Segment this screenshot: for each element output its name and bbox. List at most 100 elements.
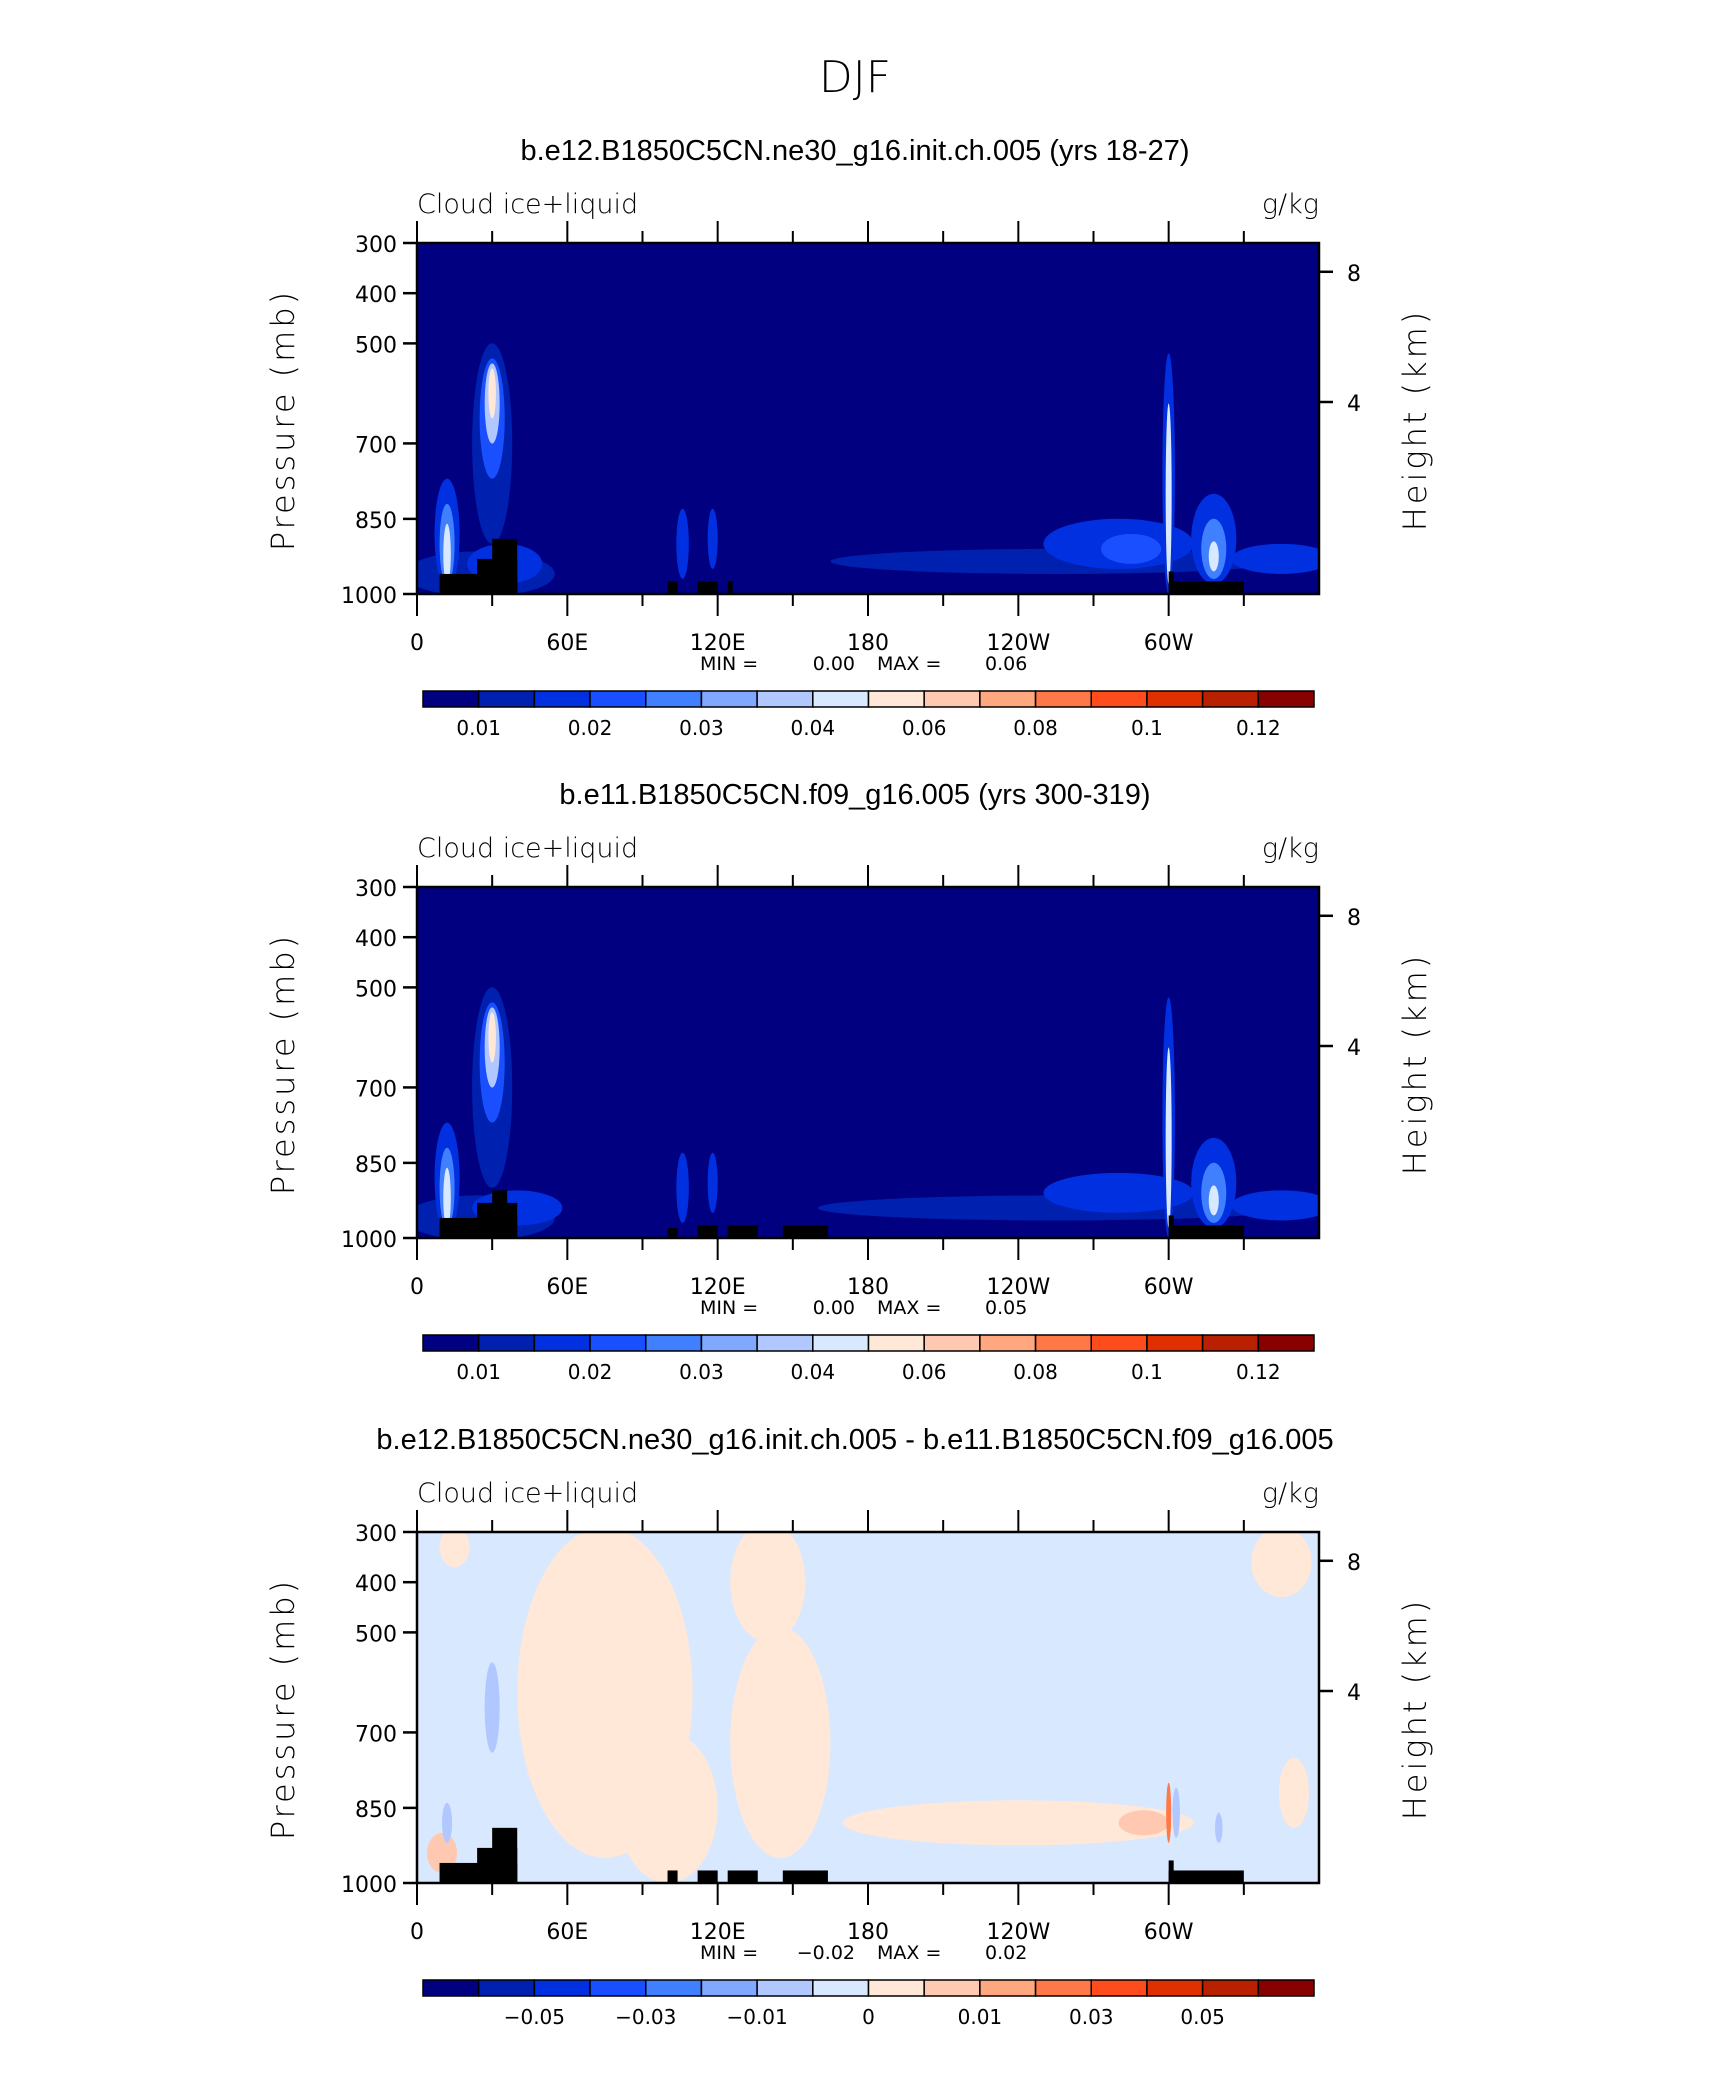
min-label: MIN = xyxy=(700,1942,758,1964)
x-tick-label: 60E xyxy=(546,1275,588,1300)
y-axis-label: Pressure (mb) xyxy=(264,289,302,551)
colorbar: −0.05 −0.03 −0.01 0 0.01 0.03 0.05 xyxy=(422,1979,1315,2029)
topography-mask xyxy=(1168,1870,1244,1883)
max-value: 0.02 xyxy=(985,1942,1027,1964)
y-tick-label: 1000 xyxy=(341,1228,397,1253)
panel-2: b.e11.B1850C5CN.f09_g16.005 (yrs 300-319… xyxy=(264,779,1434,1384)
colorbar-box xyxy=(812,1979,870,1997)
y-tick-label: 400 xyxy=(355,283,397,308)
y-right-tick-label: 4 xyxy=(1347,1681,1361,1706)
x-tick-label: 180 xyxy=(847,631,889,656)
x-tick-label: 180 xyxy=(847,1920,889,1945)
x-tick-label: 0 xyxy=(410,1920,424,1945)
colorbar: 0.01 0.02 0.03 0.04 0.06 0.08 0.1 0.12 xyxy=(422,1334,1315,1384)
y-tick-label: 850 xyxy=(355,1153,397,1178)
colorbar-label: 0.06 xyxy=(902,716,947,740)
colorbar-box xyxy=(923,690,981,708)
max-value: 0.06 xyxy=(985,653,1027,675)
colorbar-box xyxy=(1034,1334,1092,1352)
x-tick-label: 60E xyxy=(546,1920,588,1945)
contour-region xyxy=(842,1800,1194,1846)
topography-mask xyxy=(697,581,718,594)
colorbar-box xyxy=(812,1334,870,1352)
x-tick-label: 120W xyxy=(986,1920,1050,1945)
colorbar-box xyxy=(477,1979,536,1997)
colorbar-box xyxy=(1034,1979,1092,1997)
contour-region xyxy=(676,1152,689,1223)
colorbar-box xyxy=(645,1979,703,1997)
panel-title: b.e11.B1850C5CN.f09_g16.005 (yrs 300-319… xyxy=(559,779,1150,811)
contour-region xyxy=(488,1012,496,1063)
y-tick-label: 400 xyxy=(355,927,397,952)
colorbar-box xyxy=(589,1334,647,1352)
right-string: g/kg xyxy=(1262,189,1319,220)
topography-mask xyxy=(697,1870,718,1883)
contour-region xyxy=(1118,1810,1169,1836)
colorbar-label: −0.03 xyxy=(615,2005,676,2029)
max-value: 0.05 xyxy=(985,1297,1027,1319)
topography-mask xyxy=(727,581,733,594)
colorbar-box xyxy=(1034,690,1092,708)
colorbar-box xyxy=(1257,1979,1315,1997)
contour-region xyxy=(1215,1812,1223,1843)
topography-mask xyxy=(1168,1225,1244,1238)
colorbar-box xyxy=(1146,1979,1204,1997)
y-right-axis-label: Height (km) xyxy=(1396,309,1434,532)
colorbar-label: 0.03 xyxy=(679,716,724,740)
colorbar-box xyxy=(979,1979,1037,1997)
colorbar-label: 0.01 xyxy=(456,1360,501,1384)
y-tick-label: 400 xyxy=(355,1572,397,1597)
x-tick-label: 0 xyxy=(410,631,424,656)
colorbar-box xyxy=(589,1979,647,1997)
y-tick-label: 1000 xyxy=(341,1873,397,1898)
contour-region xyxy=(1231,1190,1319,1221)
colorbar-label: 0.12 xyxy=(1236,1360,1281,1384)
y-right-tick-label: 4 xyxy=(1347,392,1361,417)
y-right-tick-label: 8 xyxy=(1347,906,1361,931)
colorbar-label: 0.1 xyxy=(1131,1360,1163,1384)
colorbar-box xyxy=(422,1334,480,1352)
panel-title: b.e12.B1850C5CN.ne30_g16.init.ch.005 - b… xyxy=(376,1424,1333,1456)
colorbar-box xyxy=(1146,690,1204,708)
panel-1: b.e12.B1850C5CN.ne30_g16.init.ch.005 (yr… xyxy=(264,135,1434,740)
contour-region xyxy=(1165,1047,1172,1228)
colorbar-box xyxy=(700,1334,758,1352)
colorbar-box xyxy=(923,1979,981,1997)
contour-region xyxy=(443,1167,451,1228)
colorbar-label: 0.03 xyxy=(679,1360,724,1384)
x-tick-label: 120E xyxy=(690,1920,746,1945)
x-tick-label: 60W xyxy=(1144,631,1194,656)
contour-region xyxy=(443,523,451,584)
colorbar-box xyxy=(1201,1334,1260,1352)
contour-field xyxy=(417,1532,1319,1883)
y-right-axis-label: Height (km) xyxy=(1396,1598,1434,1821)
min-value: 0.00 xyxy=(813,653,855,675)
colorbar-label: 0 xyxy=(862,2005,875,2029)
min-value: −0.02 xyxy=(797,1942,855,1964)
contour-region xyxy=(439,1532,470,1568)
contour-region xyxy=(484,1662,500,1753)
min-label: MIN = xyxy=(700,1297,758,1319)
colorbar-box xyxy=(422,690,480,708)
y-tick-label: 700 xyxy=(355,433,397,458)
topography-mask xyxy=(667,1227,678,1238)
left-string: Cloud ice+liquid xyxy=(417,833,638,864)
colorbar-box xyxy=(533,1334,591,1352)
colorbar-label: 0.06 xyxy=(902,1360,947,1384)
colorbar-label: 0.01 xyxy=(456,716,501,740)
colorbar-label: 0.08 xyxy=(1013,716,1058,740)
y-right-tick-label: 8 xyxy=(1347,262,1361,287)
colorbar-box xyxy=(867,690,925,708)
y-right-tick-label: 8 xyxy=(1347,1551,1361,1576)
topography-mask xyxy=(697,1225,718,1238)
contour-region xyxy=(707,1152,718,1213)
colorbar-box xyxy=(533,690,591,708)
y-right-axis-label: Height (km) xyxy=(1396,953,1434,1176)
y-axis-label: Pressure (mb) xyxy=(264,1578,302,1840)
contour-region xyxy=(1231,543,1319,574)
topography-mask xyxy=(492,538,518,594)
contour-region xyxy=(1101,533,1162,564)
x-tick-label: 120E xyxy=(690,631,746,656)
colorbar-box xyxy=(1257,1334,1315,1352)
